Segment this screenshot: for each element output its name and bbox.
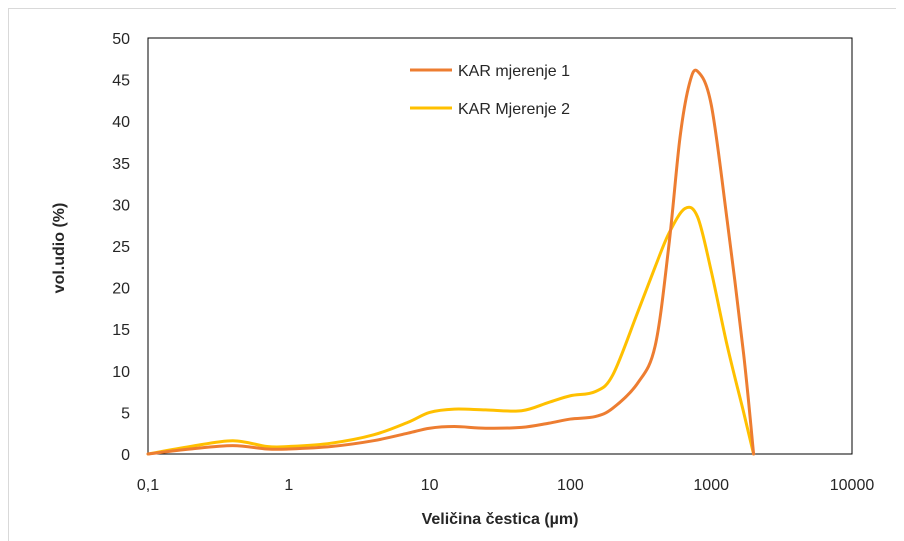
- y-axis-ticks: 0 5 10 15 20 25 30 35 40 45 50: [112, 31, 130, 464]
- plot-border: [147, 37, 853, 455]
- x-tick-label: 1000: [693, 477, 729, 494]
- y-tick-label: 10: [112, 364, 130, 381]
- y-tick-label: 0: [121, 447, 130, 464]
- x-axis-ticks: 0,1 1 10 100 1000 10000: [137, 477, 874, 494]
- legend-label-2: KAR Mjerenje 2: [458, 101, 570, 118]
- x-tick-label: 1: [284, 477, 293, 494]
- legend: KAR mjerenje 1 KAR Mjerenje 2: [410, 63, 570, 118]
- y-tick-label: 40: [112, 114, 130, 131]
- y-tick-label: 30: [112, 197, 130, 214]
- y-axis-title: vol.udio (%): [51, 203, 68, 294]
- legend-label-1: KAR mjerenje 1: [458, 63, 570, 80]
- y-tick-label: 50: [112, 31, 130, 48]
- x-tick-label: 10: [421, 477, 439, 494]
- x-tick-label: 100: [557, 477, 584, 494]
- y-tick-label: 20: [112, 281, 130, 298]
- y-tick-label: 45: [112, 73, 130, 90]
- y-tick-label: 35: [112, 156, 130, 173]
- y-tick-label: 25: [112, 239, 130, 256]
- x-tick-label: 0,1: [137, 477, 159, 494]
- chart-border-left: [8, 8, 9, 541]
- x-axis-title: Veličina čestica (µm): [422, 511, 579, 528]
- y-tick-label: 5: [121, 405, 130, 422]
- series-line-2: [146, 205, 756, 456]
- y-tick-label: 15: [112, 322, 130, 339]
- series-line-1: [146, 68, 756, 456]
- series-group: [146, 68, 756, 456]
- plot-area: [147, 37, 853, 455]
- chart-border-top: [8, 8, 896, 9]
- x-tick-label: 10000: [830, 477, 875, 494]
